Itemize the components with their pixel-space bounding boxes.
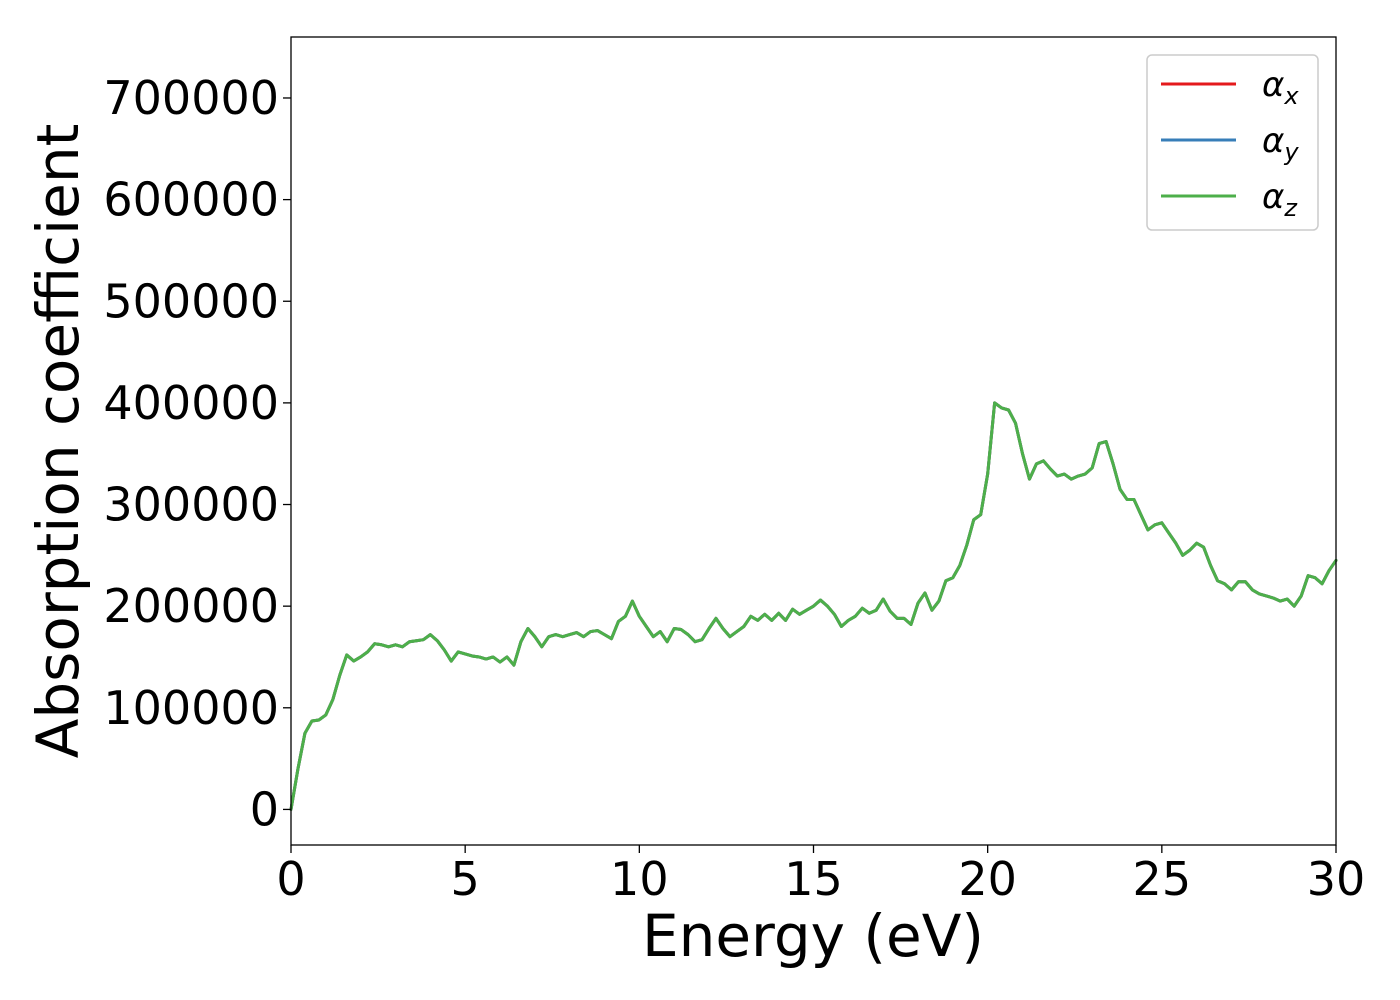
x-tick-label: 20 — [958, 852, 1017, 906]
x-axis: 0 5 10 15 20 25 30 — [276, 845, 1365, 906]
x-tick-label: 10 — [610, 852, 669, 906]
series-line-alpha-z — [289, 401, 1338, 811]
series-layer — [289, 401, 1338, 811]
y-axis-label: Absorption coefficient — [24, 124, 92, 759]
y-tick-label: 100000 — [103, 681, 279, 735]
legend-label-alpha-x: αx — [1262, 65, 1299, 110]
y-tick-label: 500000 — [103, 274, 279, 328]
y-tick-label: 400000 — [103, 376, 279, 430]
y-axis: 0 100000 200000 300000 400000 500000 600000 700… — [103, 71, 291, 836]
y-tick-label: 200000 — [103, 579, 279, 633]
x-tick-label: 15 — [784, 852, 843, 906]
y-tick-label: 0 — [250, 782, 279, 836]
legend: αx αy αz — [1146, 54, 1319, 231]
x-tick-label: 0 — [276, 852, 305, 906]
x-tick-label: 30 — [1307, 852, 1366, 906]
legend-label-alpha-y: αy — [1262, 121, 1299, 166]
x-tick-label: 25 — [1133, 852, 1192, 906]
y-tick-label: 600000 — [103, 173, 279, 227]
y-tick-label: 300000 — [103, 478, 279, 532]
legend-box — [1146, 54, 1319, 231]
x-axis-label: Energy (eV) — [642, 902, 984, 970]
y-tick-label: 700000 — [103, 71, 279, 125]
legend-label-alpha-z: αz — [1262, 177, 1298, 222]
x-tick-label: 5 — [451, 852, 480, 906]
